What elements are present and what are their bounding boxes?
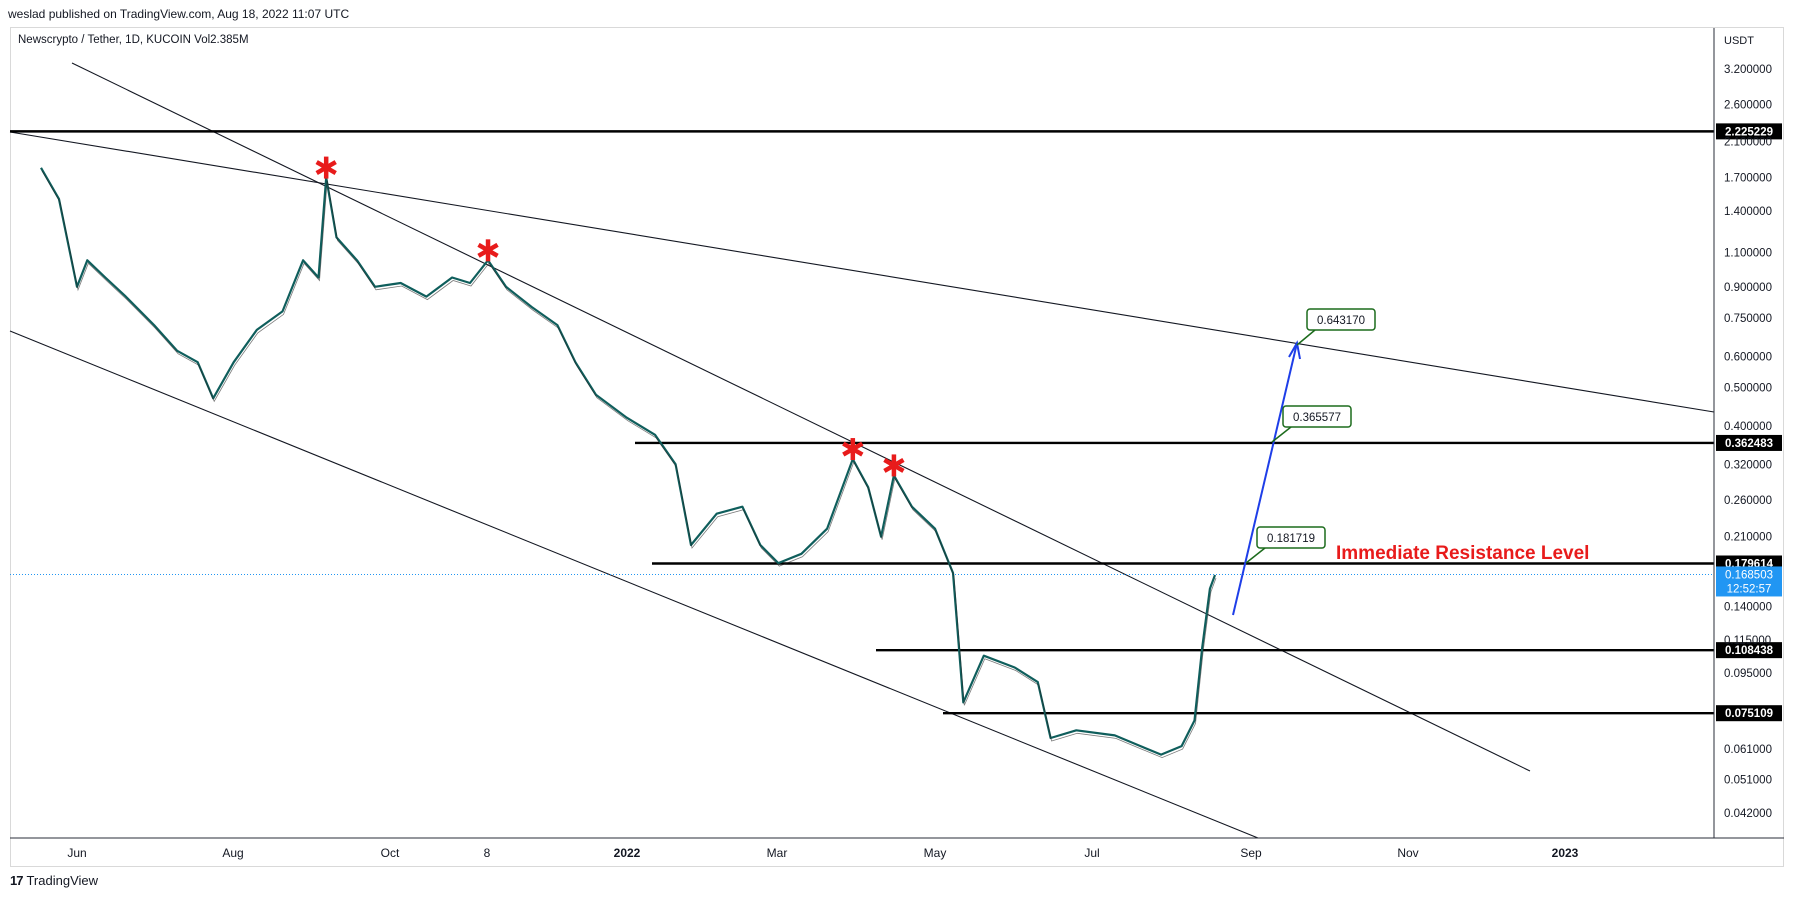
target-box bbox=[1256, 526, 1326, 549]
y-tick-label: 0.750000 bbox=[1724, 313, 1772, 325]
target-box bbox=[1282, 405, 1352, 428]
level-price-tag bbox=[1716, 123, 1782, 140]
y-tick-label: 0.320000 bbox=[1724, 459, 1772, 471]
tradingview-logo-icon: 17 bbox=[10, 873, 24, 888]
brand-name: TradingView bbox=[26, 873, 99, 888]
target-label: 0.181719 bbox=[1267, 533, 1315, 545]
level-price-tag bbox=[1716, 705, 1782, 722]
trend-lines bbox=[9, 62, 1715, 839]
y-tick-label: 0.115000 bbox=[1724, 635, 1771, 647]
trendline bbox=[9, 330, 1259, 839]
y-tick-label: 0.210000 bbox=[1724, 532, 1772, 544]
last-price-label: 0.168503 bbox=[1725, 569, 1773, 581]
y-tick-label: 0.095000 bbox=[1724, 668, 1772, 680]
trendline bbox=[9, 131, 1715, 413]
level-price-tag bbox=[1716, 642, 1782, 659]
y-tick-label: 0.051000 bbox=[1724, 775, 1772, 787]
pivot-star-icon bbox=[315, 156, 337, 179]
currency-label: USDT bbox=[1724, 35, 1754, 47]
x-tick-label: May bbox=[924, 846, 947, 860]
y-tick-label: 1.400000 bbox=[1724, 206, 1772, 218]
x-tick-label: Nov bbox=[1397, 846, 1418, 860]
x-tick-label: 2022 bbox=[614, 846, 641, 860]
target-pointer bbox=[1271, 426, 1292, 443]
y-tick-label: 2.100000 bbox=[1724, 136, 1772, 148]
price-series bbox=[40, 167, 1217, 759]
pivot-stars bbox=[315, 156, 905, 477]
y-tick-label: 1.700000 bbox=[1724, 173, 1772, 185]
horizontal-levels: 2.2252290.3624830.1796140.1084380.075109… bbox=[10, 123, 1782, 722]
countdown-label: 12:52:57 bbox=[1727, 583, 1772, 595]
y-tick-label: 0.900000 bbox=[1724, 282, 1772, 294]
axes: USDT 3.200000 2.600000 2.100000 1.700000 1.40… bbox=[10, 28, 1784, 860]
x-tick-label: Mar bbox=[767, 846, 788, 860]
x-tick-label: 8 bbox=[484, 846, 491, 860]
y-tick-label: 0.400000 bbox=[1724, 421, 1772, 433]
level-price-label: 0.075109 bbox=[1725, 708, 1773, 720]
target-pointer bbox=[1296, 329, 1316, 346]
price-shadow bbox=[41, 170, 1217, 759]
target-box bbox=[1306, 308, 1376, 331]
level-price-label: 0.362483 bbox=[1725, 438, 1773, 450]
y-tick-label: 0.600000 bbox=[1724, 351, 1772, 363]
x-tick-label: Oct bbox=[381, 846, 400, 860]
chart-frame bbox=[10, 27, 1784, 867]
pivot-star-icon bbox=[842, 438, 864, 461]
x-tick-label: 2023 bbox=[1552, 846, 1579, 860]
y-tick-label: 1.100000 bbox=[1724, 247, 1772, 259]
pivot-star-icon bbox=[477, 239, 499, 262]
y-tick-label: 3.200000 bbox=[1724, 64, 1772, 76]
target-label: 0.643170 bbox=[1317, 315, 1365, 327]
level-price-label: 2.225229 bbox=[1725, 126, 1773, 138]
star-stroke bbox=[883, 457, 905, 473]
immediate-resistance-annotation: Immediate Resistance Level bbox=[1336, 543, 1589, 564]
star-stroke bbox=[315, 160, 337, 176]
x-tick-label: Aug bbox=[222, 846, 243, 860]
projection-arrow-line bbox=[1232, 342, 1298, 616]
y-tick-label: 0.500000 bbox=[1724, 383, 1772, 395]
target-pointer bbox=[1245, 547, 1266, 564]
trendline bbox=[71, 62, 1531, 772]
y-tick-label: 0.260000 bbox=[1724, 495, 1772, 507]
y-tick-label: 0.061000 bbox=[1724, 744, 1772, 756]
y-tick-label: 0.140000 bbox=[1724, 601, 1772, 613]
symbol-title[interactable]: Newscrypto / Tether, 1D, KUCOIN Vol2.385… bbox=[18, 34, 249, 46]
projection-arrow: 0.181719 0.365577 0.643170 Immediate Resist… bbox=[1232, 308, 1589, 616]
arrow-head-icon bbox=[1288, 340, 1301, 360]
x-tick-label: Sep bbox=[1240, 846, 1262, 860]
level-price-label: 0.108438 bbox=[1725, 645, 1774, 657]
last-price-tag bbox=[1716, 566, 1782, 597]
price-line bbox=[40, 167, 1217, 756]
y-tick-label: 2.600000 bbox=[1724, 100, 1772, 112]
y-tick-label: 0.042000 bbox=[1724, 808, 1772, 820]
x-tick-label: Jun bbox=[67, 846, 86, 860]
publisher-header: weslad published on TradingView.com, Aug… bbox=[8, 7, 350, 21]
pivot-star-icon bbox=[883, 454, 905, 477]
x-tick-label: Jul bbox=[1084, 846, 1099, 860]
star-stroke bbox=[477, 242, 499, 258]
star-stroke bbox=[842, 441, 864, 457]
level-price-tag bbox=[1716, 434, 1782, 451]
target-label: 0.365577 bbox=[1293, 412, 1341, 424]
tradingview-brand[interactable]: 17 TradingView bbox=[10, 873, 98, 888]
